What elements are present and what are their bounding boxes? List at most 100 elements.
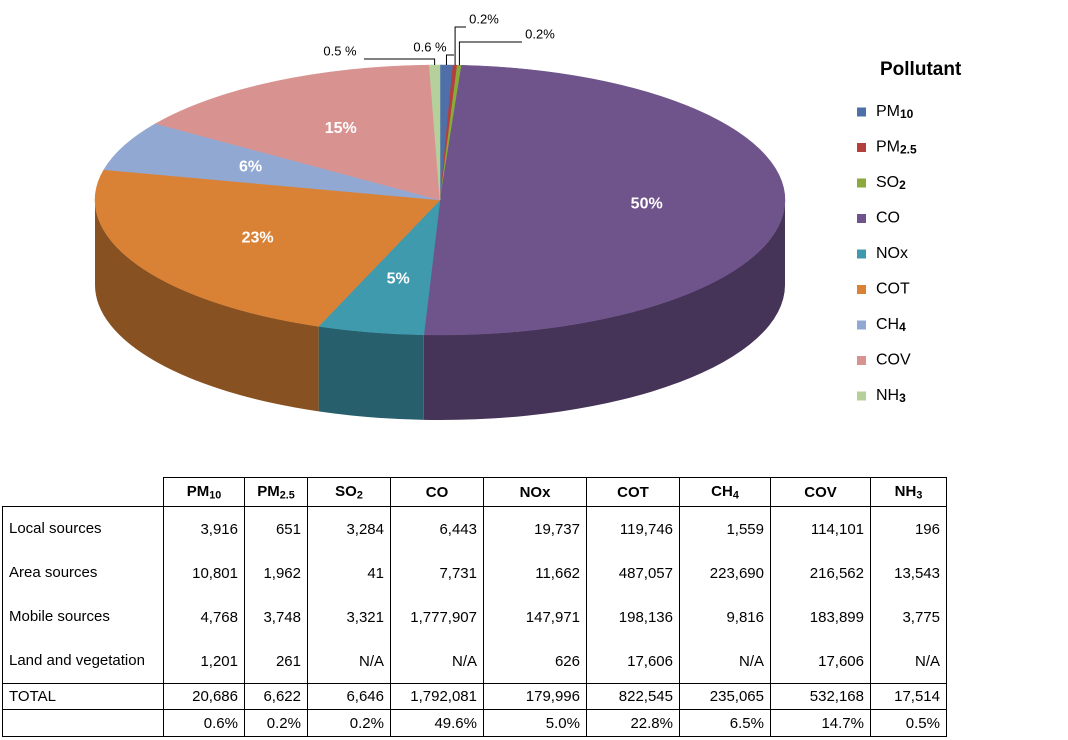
legend-label: COT [876,281,910,298]
table-cell: 223,690 [679,551,771,595]
corner-cell [3,478,164,507]
legend-swatch [857,214,866,223]
share-row: 0.6% 0.2% 0.2% 49.6% 5.0% 22.8% 6.5% 14.7% 0.5% [2,709,947,737]
table-cell: 11,662 [483,551,587,595]
table-row: Mobile sources 4,768 3,748 3,321 1,777,907 14… [2,595,947,639]
share-cell: 5.0% [483,709,587,737]
table-cell: 41 [307,551,391,595]
share-cell: 6.5% [679,709,771,737]
table-cell: 3,775 [870,595,947,639]
share-cell: 0.5% [870,709,947,737]
share-cell: 0.2% [244,709,308,737]
table-cell: 532,168 [770,683,871,710]
data-label: 0.2% [525,26,555,41]
column-header: NH3 [870,477,947,507]
legend-label: NH3 [876,387,906,405]
row-label: Mobile sources [2,595,164,639]
table-cell: 179,996 [483,683,587,710]
row-label: TOTAL [2,683,164,710]
pie-slice-side [94,200,319,412]
data-label: 15% [325,120,357,137]
data-table: PM10 PM2.5 SO2 CO NOx COT CH4 COV NH3 Local sour… [2,477,947,737]
table-cell: 9,816 [679,595,771,639]
table-cell: 3,284 [307,506,391,551]
share-cell: 14.7% [770,709,871,737]
column-header: NOx [483,477,587,507]
table-row: TOTAL 20,686 6,622 6,646 1,792,081 179,996 822… [2,683,947,710]
table-cell: 216,562 [770,551,871,595]
table-cell: 261 [244,639,308,684]
legend-label: SO2 [876,174,906,192]
table-row: Local sources 3,916 651 3,284 6,443 19,737 119… [2,506,947,551]
table-cell: 626 [483,639,587,684]
row-label: Land and vegetation [2,639,164,684]
table-cell: 196 [870,506,947,551]
table-cell: 17,606 [586,639,680,684]
table-cell: 1,201 [163,639,245,684]
column-header: COV [770,477,871,507]
table-cell: 6,622 [244,683,308,710]
legend-title: Pollutant [880,59,962,80]
table-cell: 487,057 [586,551,680,595]
table-cell: 1,962 [244,551,308,595]
table-cell: 19,737 [483,506,587,551]
legend-swatch [857,320,866,330]
legend-swatch [857,285,866,294]
table-cell: N/A [679,639,771,684]
table-cell: 17,514 [870,683,947,710]
data-label: 0.2% [469,11,499,26]
blank-cell [2,709,164,737]
table-cell: 4,768 [163,595,245,639]
share-cell: 0.2% [307,709,391,737]
legend-label: NOx [876,245,908,262]
share-cell: 0.6% [163,709,245,737]
pie-slice-side [318,326,424,420]
table-cell: 3,321 [307,595,391,639]
column-header: PM10 [163,477,245,507]
pie-slice-side [423,200,785,420]
legend-swatch [857,143,866,152]
table-cell: 10,801 [163,551,245,595]
pie-slice [428,64,441,201]
table-cell: N/A [870,639,947,684]
legend-label: COV [876,352,911,369]
pie-slice [423,65,786,336]
table-cell: N/A [307,639,391,684]
table-cell: 235,065 [679,683,771,710]
leader-line [445,54,454,66]
table-cell: 6,646 [307,683,391,710]
leader-line [458,41,522,66]
table-cell: 3,748 [244,595,308,639]
chart: Pollutant 0.6 % 0.2% 0.2% 50% 5% 23% 6% 15% 0.5 … [94,11,962,420]
table-cell: 147,971 [483,595,587,639]
share-cell: 49.6% [390,709,484,737]
legend-label: PM10 [876,103,914,121]
legend-swatch [857,107,866,117]
leader-line [454,26,466,66]
table-cell: 6,443 [390,506,484,551]
table-cell: 3,916 [163,506,245,551]
column-header: CO [390,477,484,507]
row-label: Local sources [2,506,164,551]
table-cell: 651 [244,506,308,551]
table-row: Area sources 10,801 1,962 41 7,731 11,662 487,… [2,551,947,595]
share-cell: 22.8% [586,709,680,737]
legend-label: CO [876,210,900,227]
pie-slice [94,169,441,327]
table-cell: 20,686 [163,683,245,710]
leader-line [364,58,436,66]
column-header: COT [586,477,680,507]
legend-label: PM2.5 [876,139,917,157]
legend-swatch [857,391,866,401]
table-cell: 13,543 [870,551,947,595]
table-cell: 1,777,907 [390,595,484,639]
data-label: 23% [242,230,274,247]
legend-swatch [857,178,866,188]
column-header: SO2 [307,477,391,507]
pie-slice [103,123,441,201]
table-cell: 1,559 [679,506,771,551]
table-cell: 822,545 [586,683,680,710]
data-label: 50% [631,196,663,213]
data-label: 6% [239,159,262,176]
